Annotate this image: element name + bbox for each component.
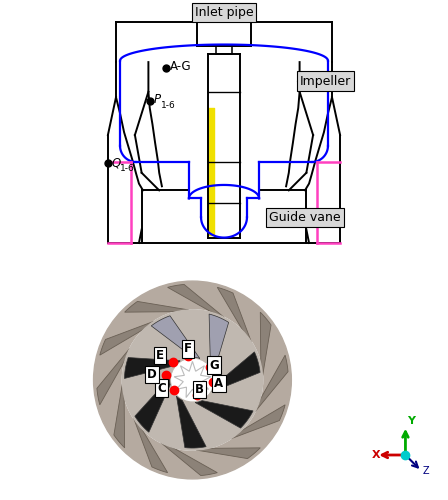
Polygon shape: [231, 405, 285, 439]
Polygon shape: [195, 400, 253, 428]
Polygon shape: [174, 362, 211, 398]
Polygon shape: [97, 348, 130, 405]
Text: Z: Z: [423, 466, 430, 476]
Polygon shape: [161, 442, 217, 476]
Polygon shape: [212, 352, 260, 392]
Text: Y: Y: [407, 416, 415, 426]
Text: 1-6: 1-6: [160, 101, 175, 110]
Circle shape: [172, 360, 213, 401]
Polygon shape: [177, 396, 206, 448]
Polygon shape: [134, 418, 168, 472]
Text: G: G: [209, 358, 219, 372]
Polygon shape: [217, 288, 251, 342]
Polygon shape: [125, 358, 180, 378]
Text: Guide vane: Guide vane: [269, 211, 341, 224]
Text: 1-6: 1-6: [120, 164, 135, 172]
Polygon shape: [196, 448, 260, 458]
Text: D: D: [147, 368, 157, 381]
Text: A: A: [214, 377, 224, 390]
Polygon shape: [260, 312, 271, 376]
Text: Inlet pipe: Inlet pipe: [195, 6, 253, 18]
Text: C: C: [157, 382, 166, 394]
Text: Impeller: Impeller: [300, 74, 351, 88]
Polygon shape: [100, 321, 154, 355]
Polygon shape: [209, 314, 228, 372]
Text: X: X: [372, 450, 380, 460]
Text: E: E: [156, 350, 164, 362]
Text: Q: Q: [112, 156, 121, 169]
Circle shape: [122, 310, 263, 450]
Polygon shape: [135, 378, 170, 432]
Polygon shape: [168, 284, 224, 318]
Text: A-G: A-G: [170, 60, 192, 73]
Text: P: P: [153, 94, 160, 106]
Polygon shape: [255, 355, 288, 412]
Text: F: F: [184, 342, 192, 355]
Polygon shape: [125, 302, 189, 312]
Polygon shape: [151, 316, 200, 358]
Circle shape: [94, 281, 291, 479]
Polygon shape: [114, 384, 125, 448]
Text: B: B: [195, 382, 204, 396]
Circle shape: [122, 310, 263, 450]
